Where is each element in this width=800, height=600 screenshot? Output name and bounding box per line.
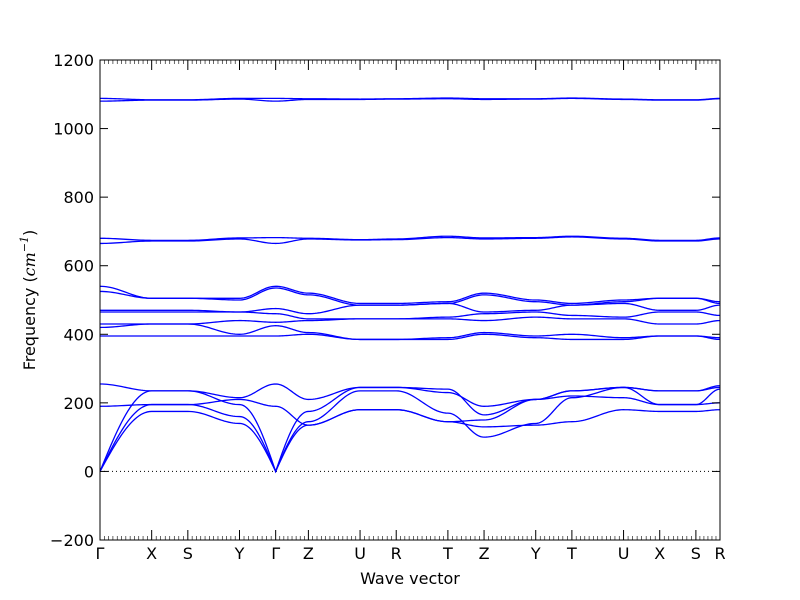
x-tick-label: S [691,544,701,563]
y-tick-label: 400 [63,325,94,344]
y-axis-label-unit: cm [20,252,39,276]
y-tick-label: 0 [84,462,94,481]
series-layer [100,97,720,474]
x-tick-label: Γ [96,544,105,563]
y-axis-label-suffix: ) [20,230,39,236]
x-tick-label: U [354,544,366,563]
phonon-branch-2 [100,386,720,474]
x-tick-label: X [146,544,157,563]
x-tick-label: S [183,544,193,563]
y-tick-label: −200 [50,531,94,550]
x-tick-label: U [618,544,630,563]
y-axis-label-prefix: Frequency ( [20,276,39,370]
x-tick-label: R [714,544,725,563]
x-tick-label: Z [479,544,490,563]
x-tick-label: X [654,544,665,563]
x-tick-label: Z [303,544,314,563]
x-tick-label: Y [530,544,541,563]
phonon-branch-11 [100,287,720,306]
phonon-branch-6 [100,333,720,341]
phonon-branch-9 [100,311,720,320]
x-tick-label: Y [234,544,245,563]
x-tick-label: R [391,544,402,563]
x-axis-label: Wave vector [360,569,460,588]
y-axis-label: Frequency (cm−1) [18,230,39,371]
phonon-branch-5 [100,383,720,407]
phonon-branch-12 [100,285,720,305]
phonon-branch-4 [100,395,720,426]
phonon-branch-14 [100,235,720,241]
phonon-branch-8 [100,316,720,325]
x-tick-label: Γ [271,544,280,563]
y-tick-label: 200 [63,394,94,413]
y-tick-label: 1000 [53,120,94,139]
plot-frame [99,59,721,541]
phonon-branch-16 [100,97,720,101]
x-tick-label: T [566,544,577,563]
phonon-branch-7 [100,323,720,341]
phonon-branch-13 [100,236,720,245]
x-tick-label: T [442,544,453,563]
y-axis-label-exponent: −1 [18,236,31,252]
y-tick-labels: −200 0 200 400 600 800 1000 1200 [50,51,94,550]
y-tick-label: 1200 [53,51,94,70]
y-tick-label: 800 [63,188,94,207]
y-tick-label: 600 [63,257,94,276]
